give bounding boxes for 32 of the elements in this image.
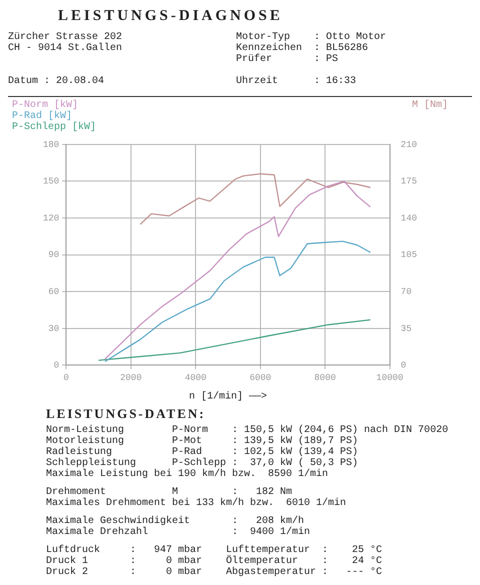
x-tick-label: 8000 xyxy=(314,372,336,383)
text: M [Nm] xyxy=(412,100,448,111)
text: P-Rad [kW] xyxy=(12,111,74,122)
y2-tick-label: 35 xyxy=(400,324,412,334)
y-tick-label: 150 xyxy=(43,176,60,187)
x-tick-label: 10000 xyxy=(376,372,404,383)
y-tick-label: 60 xyxy=(48,286,60,297)
x-tick-label: 6000 xyxy=(250,372,272,383)
x-tick-label: 0 xyxy=(64,372,69,383)
chart-title: LEISTUNGS-DIAGNOSE xyxy=(58,8,283,25)
y2-tick-label: 105 xyxy=(400,250,417,260)
x-tick-label: 2000 xyxy=(120,372,142,383)
y2-tick-label: 175 xyxy=(400,176,417,187)
y-tick-label: 90 xyxy=(48,250,60,260)
text: Drehmoment M : 182 Nm Maximales Drehmoment bei 133 km/h bzw. 6010 1/min xyxy=(46,487,348,509)
y-tick-label: 180 xyxy=(43,140,60,150)
y2-tick-label: 70 xyxy=(400,286,412,297)
x-axis-title: n [1/min] ——> xyxy=(188,390,268,403)
y-tick-label: 0 xyxy=(54,360,60,371)
y-tick-label: 120 xyxy=(43,213,60,224)
y-tick-label: 30 xyxy=(48,324,60,334)
text: Norm-Leistung P-Norm : 150,5 kW (204,6 PS) nach DIN 70020 Motorleistung P-Mot : 139,5 kW (189,7 PS) Radleistung P-Rad : 102,5 kW (139,4 PS) Schleppleistung P-Schlepp : 37,0 kW ( 50,3 PS) Maximale Leistung bei 190 km/h bzw. 8590 1/min xyxy=(46,425,448,480)
x-tick-label: 4000 xyxy=(184,372,206,383)
text: P-Schlepp [kW] xyxy=(12,122,96,133)
text: Luftdruck : 947 mbar Lufttemperatur : 25 °C Druck 1 : 0 mbar Öltemperatur : 24 °C Druck 2 : 0 mbar Abgastemperatur : --- °C xyxy=(46,545,384,578)
y2-tick-label: 0 xyxy=(400,360,406,371)
text: Maximale Geschwindigkeit : 208 km/h Maximale Drehzahl : 9400 1/min xyxy=(46,516,312,538)
y2-tick-label: 140 xyxy=(400,213,417,224)
text: LEISTUNGS-DATEN: xyxy=(46,406,207,421)
y2-tick-label: 210 xyxy=(400,140,417,150)
text: P-Norm [kW] xyxy=(12,100,80,111)
chart-subtitle: Zürcher Strasse 202 Motor-Typ : Otto Motor CH - 9014 St.Gallen Kennzeichen : BL56286 Prüfer : PS Datum : 20.08.04 Uhrzeit : 16:33 xyxy=(8,32,386,87)
